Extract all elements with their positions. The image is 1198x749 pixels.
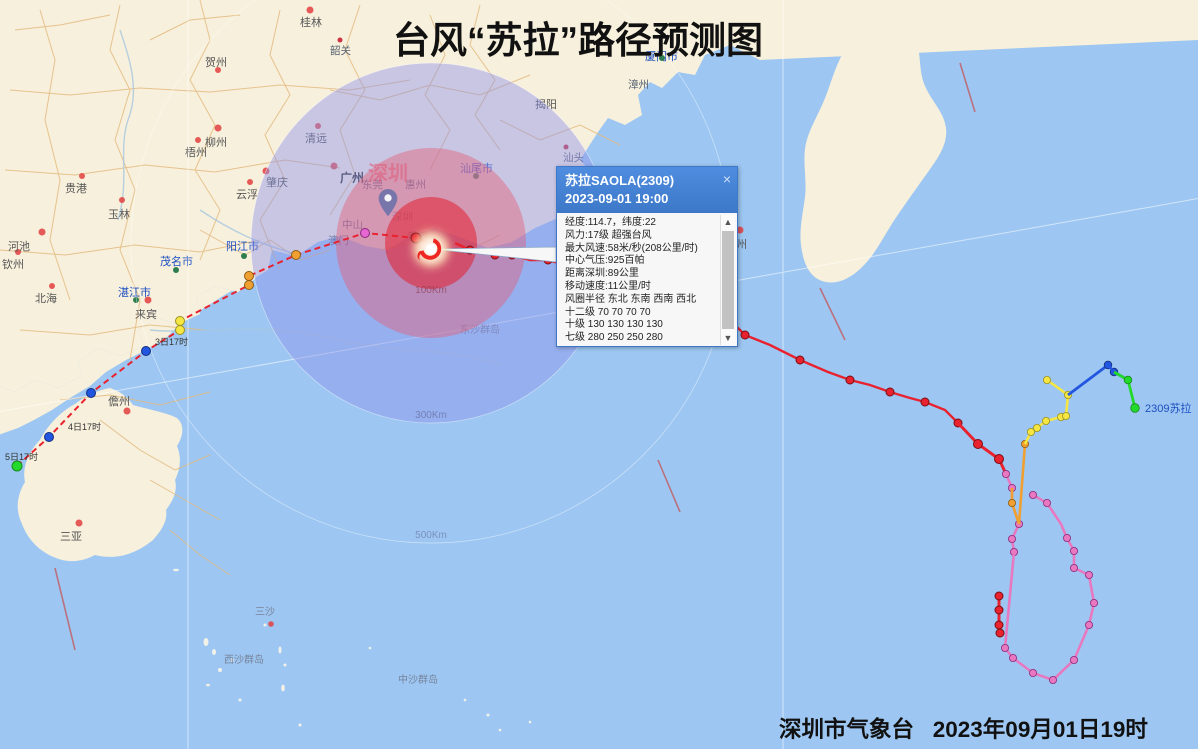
svg-text:3日17时: 3日17时 [155,336,188,347]
svg-text:北海: 北海 [35,291,57,305]
svg-text:儋州: 儋州 [108,395,130,408]
svg-text:西沙群岛: 西沙群岛 [224,653,264,666]
svg-text:深圳: 深圳 [368,162,408,185]
svg-text:5日17时: 5日17时 [5,451,38,462]
svg-text:4日17时: 4日17时 [68,421,101,432]
svg-text:500Km: 500Km [415,530,447,541]
svg-text:贵港: 贵港 [65,182,87,195]
svg-text:中沙群岛: 中沙群岛 [398,673,438,686]
svg-text:三沙: 三沙 [255,606,275,618]
svg-text:河池: 河池 [8,240,30,253]
svg-text:100Km: 100Km [415,285,447,296]
svg-text:三亚: 三亚 [60,531,82,543]
svg-text:柳州: 柳州 [205,135,227,149]
svg-text:2309苏拉: 2309苏拉 [1145,401,1191,415]
svg-text:漳州: 漳州 [628,78,649,91]
svg-text:玉林: 玉林 [108,207,130,221]
svg-text:300Km: 300Km [415,410,447,421]
svg-text:钦州: 钦州 [2,258,24,271]
svg-text:云浮: 云浮 [236,188,258,201]
